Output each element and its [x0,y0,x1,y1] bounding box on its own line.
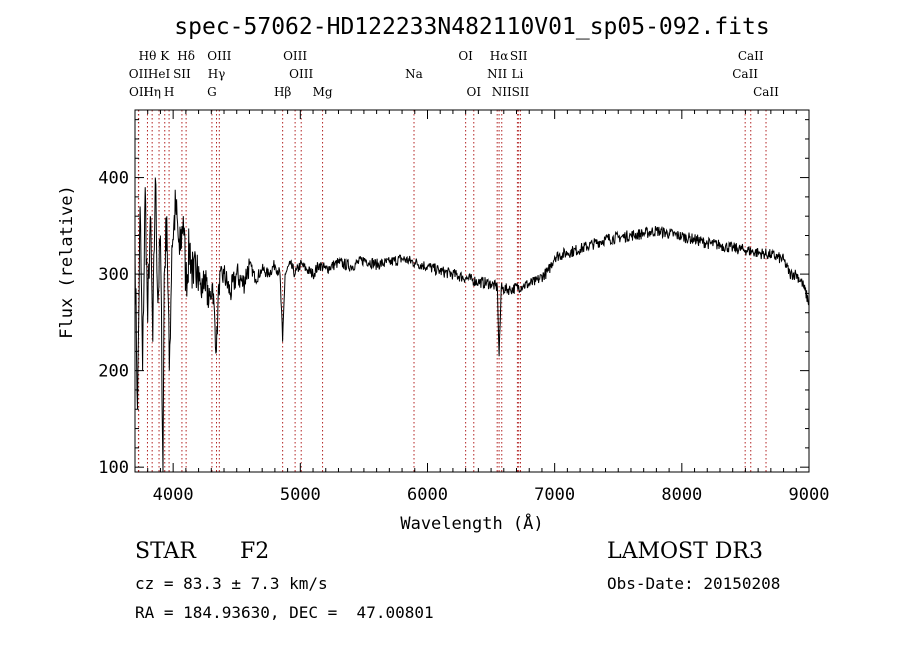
spectrum-line [134,177,810,473]
spectral-subclass: F2 [240,539,270,564]
spectral-class: STAR [135,539,196,564]
y-axis: 100 200 300 400 [98,119,809,478]
y-tick-label: 300 [98,265,129,285]
survey-name: LAMOST DR3 [607,539,763,564]
line-marker-label: H [164,85,174,99]
x-tick-label: 5000 [280,485,321,505]
line-marker-label: Hη [143,85,161,99]
line-marker-label: Li [511,67,523,81]
line-marker-label: Hβ [274,85,291,99]
line-marker-label: CaII [738,49,764,63]
line-marker-label: Hα [490,49,509,63]
line-marker-label: SII [510,49,528,63]
line-marker-label: OIII [283,49,307,63]
x-tick-label: 7000 [534,485,575,505]
line-marker-label: OIII [207,49,231,63]
line-marker-label: Hδ [177,49,195,63]
y-tick-label: 400 [98,169,129,189]
y-tick-label: 200 [98,362,129,382]
chart-title: spec-57062-HD122233N482110V01_sp05-092.f… [174,14,769,40]
plot-frame [134,109,810,473]
y-tick-label: 100 [98,458,129,478]
x-axis-label: Wavelength (Å) [400,512,543,534]
x-tick-label: 8000 [661,485,702,505]
line-marker-label: SII [512,85,530,99]
line-marker-label: OI [458,49,473,63]
line-marker-label: OII [129,85,149,99]
line-marker-label: OIII [289,67,313,81]
line-markers [137,110,767,472]
line-marker-label: NII [487,67,507,81]
x-tick-label: 4000 [153,485,194,505]
line-marker-label: SII [173,67,191,81]
redshift-readout: cz = 83.3 ± 7.3 km/s [135,574,328,593]
x-axis: 4000 5000 6000 7000 8000 9000 [134,110,830,505]
line-marker-label: NII [492,85,512,99]
line-marker-label: Na [405,67,423,81]
line-marker-label: Mg [313,85,333,99]
line-marker-label: OII [129,67,149,81]
line-marker-label: K [160,49,170,63]
ra-dec-readout: RA = 184.93630, DEC = 47.00801 [135,603,434,622]
x-tick-label: 6000 [407,485,448,505]
line-marker-label: HeI [148,67,171,81]
line-marker-label: Hθ [139,49,157,63]
line-marker-label: Hγ [208,67,226,81]
y-axis-label: Flux (relative) [57,185,77,339]
line-marker-label: OI [466,85,481,99]
line-marker-label: CaII [753,85,779,99]
x-tick-label: 9000 [789,485,830,505]
line-marker-label: CaII [732,67,758,81]
line-marker-label: G [207,85,217,99]
obs-date: Obs-Date: 20150208 [607,574,781,593]
